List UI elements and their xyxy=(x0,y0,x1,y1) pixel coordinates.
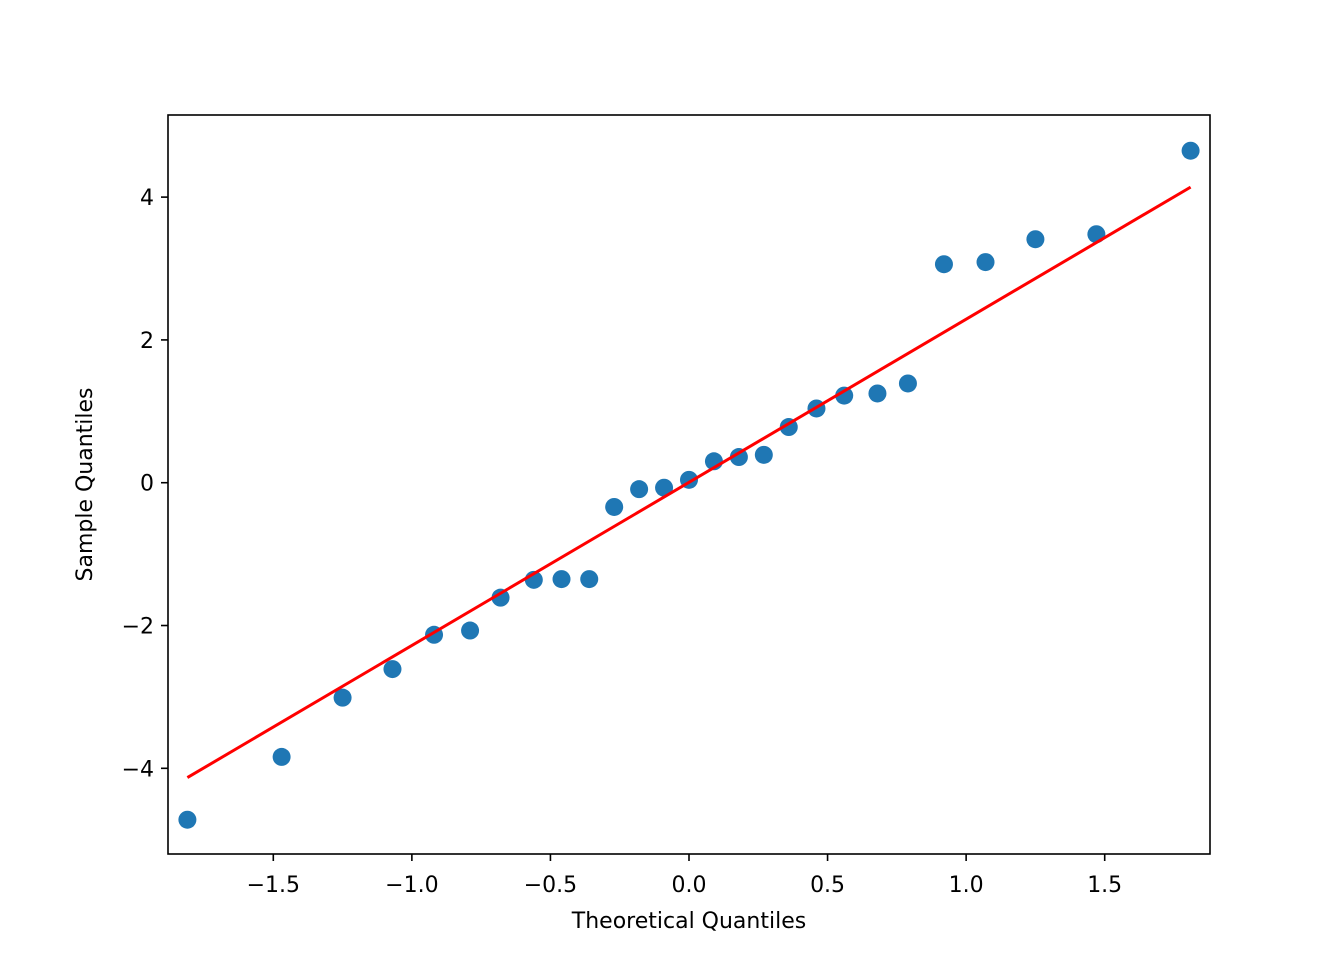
data-point xyxy=(754,445,773,464)
y-tick-label: 2 xyxy=(140,329,154,354)
data-point xyxy=(630,480,649,499)
data-point xyxy=(580,570,599,589)
y-tick-label: 4 xyxy=(140,186,154,211)
plot-frame xyxy=(167,114,1211,855)
data-point xyxy=(605,497,624,516)
data-point xyxy=(729,448,748,467)
reference-line-group xyxy=(186,185,1192,779)
data-point xyxy=(552,570,571,589)
x-axis-label: Theoretical Quantiles xyxy=(571,909,806,934)
y-tick-label: 0 xyxy=(140,472,154,497)
x-tick-label: 1.5 xyxy=(1087,873,1122,898)
data-point xyxy=(976,253,995,272)
data-point xyxy=(383,660,402,679)
data-point xyxy=(461,621,480,640)
data-point xyxy=(272,747,291,766)
y-tick-label: −4 xyxy=(122,757,154,782)
x-tick-label: −1.5 xyxy=(247,873,300,898)
data-point xyxy=(1026,230,1045,249)
data-point xyxy=(491,588,510,607)
data-point xyxy=(1181,141,1200,160)
data-point xyxy=(655,478,674,497)
data-point xyxy=(868,384,887,403)
x-tick-label: 0.5 xyxy=(810,873,845,898)
data-point xyxy=(178,810,197,829)
x-tick-label: −1.0 xyxy=(385,873,438,898)
x-tick-label: −0.5 xyxy=(524,873,577,898)
y-axis-ticks: −4 −2 0 2 4 xyxy=(122,186,168,782)
x-axis-ticks: −1.5 −1.0 −0.5 0.0 0.5 1.0 1.5 xyxy=(247,854,1122,898)
data-point xyxy=(898,374,917,393)
x-tick-label: 0.0 xyxy=(672,873,707,898)
reference-line xyxy=(186,185,1192,779)
data-point xyxy=(333,688,352,707)
y-tick-label: −2 xyxy=(122,615,154,640)
x-tick-label: 1.0 xyxy=(949,873,984,898)
data-point xyxy=(835,386,854,405)
data-point xyxy=(934,255,953,274)
y-axis-label: Sample Quantiles xyxy=(73,387,98,581)
sample-points xyxy=(178,141,1200,829)
